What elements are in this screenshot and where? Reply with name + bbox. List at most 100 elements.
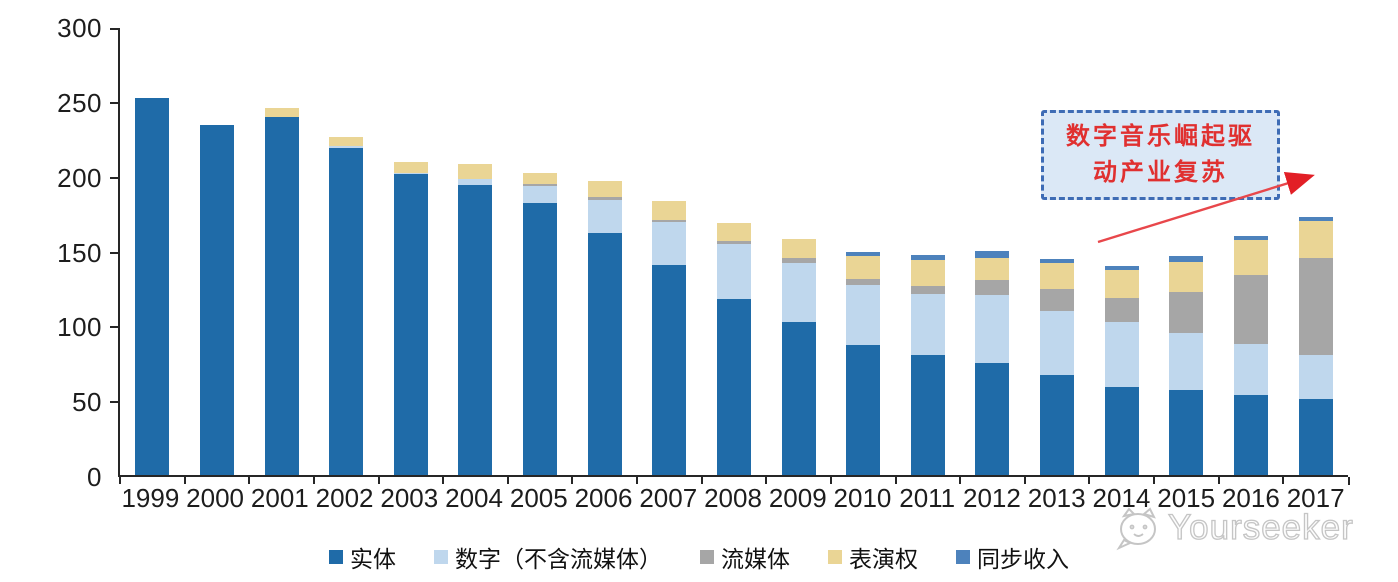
x-axis-tick	[1282, 476, 1285, 484]
bar-segment	[975, 258, 1010, 281]
legend-swatch	[700, 550, 714, 564]
legend-item-4: 同步收入	[956, 540, 1069, 574]
bar-2008	[716, 222, 751, 475]
legend-item-3: 表演权	[828, 540, 918, 574]
annotation-box: 数字音乐崛起驱 动产业复苏	[1041, 110, 1280, 200]
x-axis-label-2006: 2006	[574, 483, 633, 513]
bar-segment	[1040, 289, 1075, 312]
x-axis-tick	[700, 476, 703, 484]
bar-segment	[1298, 354, 1333, 400]
bar-segment	[781, 238, 816, 258]
bar-slot-2005	[506, 28, 573, 484]
y-axis-label-150: 150	[57, 237, 102, 268]
bar-segment	[716, 299, 751, 475]
bar-segment	[458, 179, 493, 185]
bar-slot-2016	[1217, 28, 1284, 484]
legend-label: 表演权	[849, 546, 918, 572]
bar-slot-2013	[1023, 28, 1090, 484]
y-axis-label-300: 300	[57, 13, 102, 43]
bar-2013	[1040, 258, 1075, 475]
x-axis-tick	[959, 476, 962, 484]
x-axis-tick	[1217, 476, 1220, 484]
bar-segment	[1233, 240, 1268, 276]
bar-segment	[329, 147, 364, 475]
annotation-text-line1: 数字音乐崛起驱	[1066, 123, 1255, 150]
bar-segment	[910, 293, 945, 355]
legend-label: 流媒体	[721, 546, 790, 572]
bar-segment	[846, 344, 881, 475]
annotation-text-line2: 动产业复苏	[1093, 159, 1228, 186]
bar-segment	[587, 199, 622, 233]
y-axis-tick	[110, 326, 118, 329]
bar-segment	[1040, 258, 1075, 264]
x-axis-tick	[1023, 476, 1026, 484]
x-axis-label-1999: 1999	[121, 483, 180, 513]
x-axis-label-2000: 2000	[186, 483, 245, 513]
bar-segment	[910, 354, 945, 475]
y-axis-label-200: 200	[57, 162, 102, 193]
bar-segment	[716, 240, 751, 244]
bar-segment	[523, 172, 558, 184]
bar-segment	[1298, 399, 1333, 475]
bar-segment	[910, 260, 945, 286]
legend-item-0: 实体	[329, 540, 396, 574]
bar-slot-2015	[1153, 28, 1219, 484]
bar-segment	[393, 162, 428, 173]
x-axis-label-2002: 2002	[315, 483, 374, 513]
x-axis-label-2010: 2010	[833, 483, 892, 513]
bar-2009	[781, 238, 816, 475]
bar-segment	[523, 203, 558, 475]
bar-2006	[587, 180, 622, 475]
x-axis-label-2011: 2011	[899, 483, 956, 513]
bar-segment	[329, 136, 364, 146]
y-axis-tick	[110, 251, 118, 254]
x-axis-tick	[248, 476, 251, 484]
x-axis-label-2014: 2014	[1092, 483, 1151, 513]
x-axis-tick	[1153, 476, 1155, 484]
bar-segment	[264, 117, 299, 475]
bar-slot-2017	[1282, 28, 1348, 484]
bar-2004	[458, 163, 493, 475]
y-axis-tick	[110, 101, 118, 104]
bar-segment	[652, 219, 687, 223]
x-axis-tick	[894, 476, 897, 484]
bar-segment	[975, 362, 1010, 475]
bar-2017	[1298, 216, 1333, 475]
bar-slot-2011	[894, 28, 961, 484]
bar-slot-2006	[571, 28, 637, 484]
bar-segment	[523, 183, 558, 187]
x-axis-label-2013: 2013	[1027, 483, 1086, 513]
bar-slot-2002	[312, 28, 379, 484]
bar-slot-2007	[636, 28, 702, 484]
legend-swatch	[434, 550, 448, 564]
x-axis-tick	[312, 476, 315, 484]
bar-2002	[329, 136, 364, 475]
bar-segment	[716, 243, 751, 300]
bar-slot-2012	[959, 28, 1025, 484]
bar-2007	[652, 201, 687, 475]
bar-2012	[975, 251, 1010, 475]
bar-segment	[975, 251, 1010, 259]
bar-segment	[1104, 322, 1139, 387]
x-axis-label-2004: 2004	[445, 483, 503, 513]
x-axis-tick	[506, 476, 509, 484]
legend-item-2: 流媒体	[700, 540, 790, 574]
legend-item-1: 数字（不含流媒体）	[434, 540, 662, 574]
bar-2000	[199, 124, 234, 475]
y-axis-tick	[110, 176, 118, 179]
bar-segment	[1169, 292, 1204, 333]
bar-segment	[523, 186, 558, 204]
x-axis-label-2017: 2017	[1286, 483, 1345, 513]
bar-segment	[652, 264, 687, 475]
bar-segment	[458, 163, 493, 180]
x-axis-tick	[442, 476, 445, 484]
bar-slot-1999	[119, 28, 185, 484]
y-axis-label-250: 250	[57, 87, 102, 118]
bar-slot-2008	[700, 28, 767, 484]
bar-slot-2009	[765, 28, 831, 484]
bar-2005	[523, 172, 558, 475]
y-axis-top-tick	[110, 28, 118, 30]
bar-2016	[1233, 235, 1268, 475]
bar-segment	[1169, 389, 1204, 475]
